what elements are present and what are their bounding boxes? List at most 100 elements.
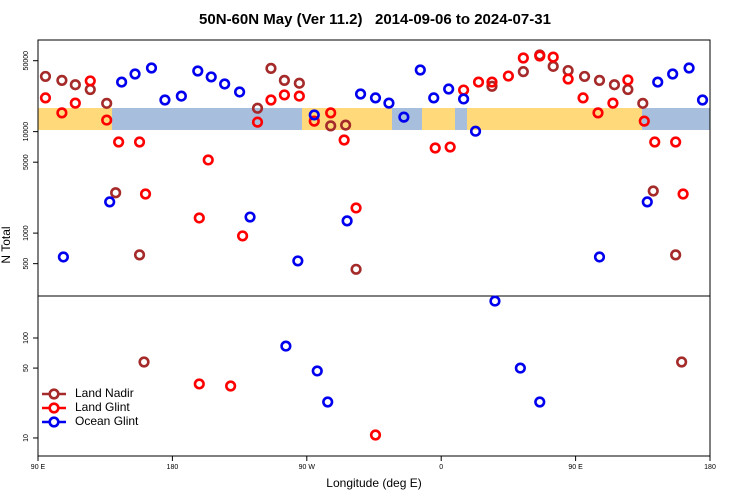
point [458,93,470,105]
point [562,73,574,85]
x-axis-label: Longitude (deg E) [326,476,421,490]
y-tick-label: 10 [23,434,30,442]
point [69,79,81,91]
point [578,70,591,83]
point [193,378,205,390]
point [517,66,529,78]
point [622,74,634,86]
point [129,68,141,80]
point [670,249,682,261]
point [641,196,653,208]
x-tick-label: 90 E [31,464,46,471]
chart-title: 50N-60N May (Ver 11.2) 2014-09-06 to 202… [199,11,551,28]
point [667,68,679,80]
point [647,185,659,197]
point [486,76,498,88]
ocean-band [455,108,467,130]
point [138,356,150,368]
point [652,76,664,88]
point [133,249,146,261]
y-tick-label: 1000 [23,225,30,241]
point [251,102,264,114]
point [534,396,546,408]
point [369,429,382,441]
y-axis-label: N Total [0,226,13,263]
y-tick-label: 50000 [23,51,30,71]
point [69,97,81,109]
y-tick-label: 10000 [23,122,30,142]
point [517,52,529,64]
point [638,115,650,127]
point [101,114,113,126]
point [293,77,305,89]
point [278,74,291,86]
point [486,80,498,92]
point [110,187,122,199]
point [592,107,604,119]
point [502,70,515,82]
point [265,62,277,74]
point [398,111,410,123]
legend-swatch [48,402,60,414]
point [607,97,619,109]
point [637,97,649,109]
point [311,365,323,377]
point [469,125,482,137]
y-tick-label: 500 [23,258,30,270]
point [683,62,695,74]
point [547,60,559,72]
point [350,263,362,275]
point [236,230,249,242]
y-tick-label: 50 [23,364,30,372]
point [193,212,205,224]
point [293,90,305,102]
point [489,295,501,307]
point [280,340,292,352]
point [443,83,455,95]
point [205,71,217,83]
point [676,356,688,368]
point [251,116,264,128]
point [534,50,546,62]
point [39,70,52,83]
point [219,78,231,90]
point [577,92,589,104]
map-band [38,108,710,130]
point [39,92,52,104]
point [547,51,559,63]
point [369,92,382,104]
point [159,94,171,106]
point [593,251,606,263]
point [350,202,362,214]
point [192,65,204,77]
point [56,107,68,119]
point [341,215,353,227]
legend-label: Land Glint [75,400,130,414]
point [593,74,606,86]
point [677,188,689,200]
y-tick-label: 100 [23,332,30,344]
ocean-band [642,108,710,130]
ocean-band [112,108,302,130]
point [145,62,158,74]
point [322,396,334,408]
point [278,89,291,101]
point [113,136,125,148]
point [608,79,621,91]
point [139,188,152,200]
legend-label: Land Nadir [75,386,134,400]
x-tick-label: 0 [439,464,443,471]
x-tick-label: 90 E [568,464,583,471]
point [428,92,440,104]
point [265,94,277,106]
point [325,107,337,119]
point [116,76,128,88]
plot-frame [37,39,711,457]
point [696,94,709,106]
point [383,97,395,109]
x-tick-label: 90 W [299,464,316,471]
point [84,75,96,87]
x-tick-label: 180 [704,464,716,471]
point [472,76,485,88]
point [244,211,256,223]
